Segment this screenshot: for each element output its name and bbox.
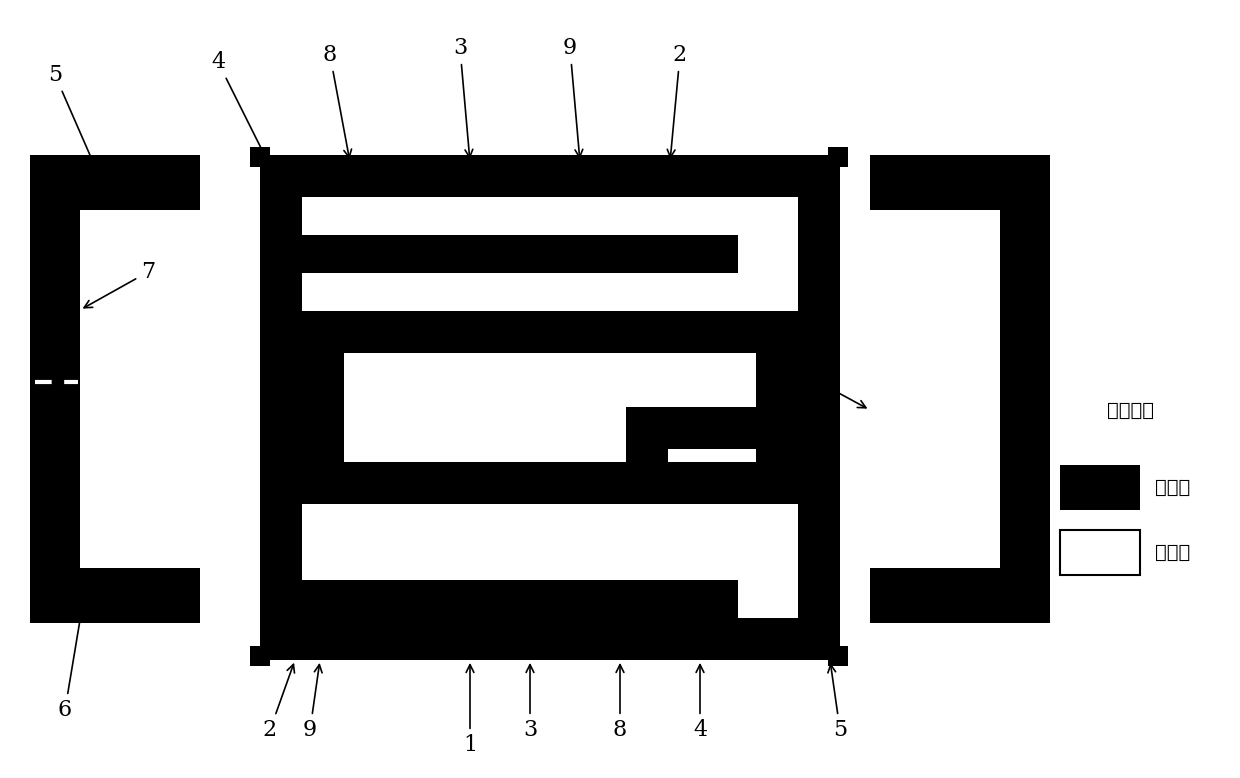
Text: 2: 2 (263, 664, 294, 741)
Text: 9: 9 (303, 664, 322, 741)
Bar (756, 449, 799, 462)
Text: 5: 5 (828, 664, 847, 741)
Bar (870, 568, 1050, 623)
Bar (303, 580, 738, 618)
Text: 3: 3 (523, 664, 537, 741)
Text: 7: 7 (84, 261, 155, 308)
Bar (303, 311, 839, 353)
Bar (303, 273, 738, 311)
Bar (250, 646, 270, 666)
Bar (260, 155, 839, 197)
Bar (250, 147, 270, 167)
Text: 1: 1 (463, 664, 477, 756)
Bar (260, 618, 839, 660)
Text: 介质基板: 介质基板 (1106, 401, 1153, 420)
Bar (799, 155, 839, 660)
Bar (828, 147, 848, 167)
Text: 下表面: 下表面 (1154, 542, 1190, 562)
Text: 5: 5 (48, 64, 99, 173)
Bar (626, 407, 668, 462)
Text: 8: 8 (613, 664, 627, 741)
Bar (626, 407, 799, 449)
Bar (260, 155, 303, 660)
Bar (30, 155, 200, 210)
Bar (30, 155, 81, 623)
Bar (1060, 530, 1140, 575)
Text: 3: 3 (453, 37, 472, 157)
Text: 7: 7 (792, 361, 866, 408)
Bar (303, 353, 343, 462)
Bar (303, 235, 738, 273)
Bar (30, 568, 200, 623)
Text: 4: 4 (211, 51, 265, 158)
Bar (1060, 465, 1140, 510)
Text: 6: 6 (58, 594, 87, 721)
Bar (828, 646, 848, 666)
Text: 9: 9 (563, 37, 583, 157)
Bar (303, 462, 839, 504)
Text: 2: 2 (667, 44, 687, 157)
Bar (756, 353, 799, 407)
Bar (870, 155, 1050, 210)
Bar (999, 155, 1050, 623)
Text: 上表面: 上表面 (1154, 478, 1190, 496)
Text: 4: 4 (693, 664, 707, 741)
Text: 8: 8 (322, 44, 352, 157)
Bar (303, 542, 738, 580)
Bar (303, 197, 799, 235)
